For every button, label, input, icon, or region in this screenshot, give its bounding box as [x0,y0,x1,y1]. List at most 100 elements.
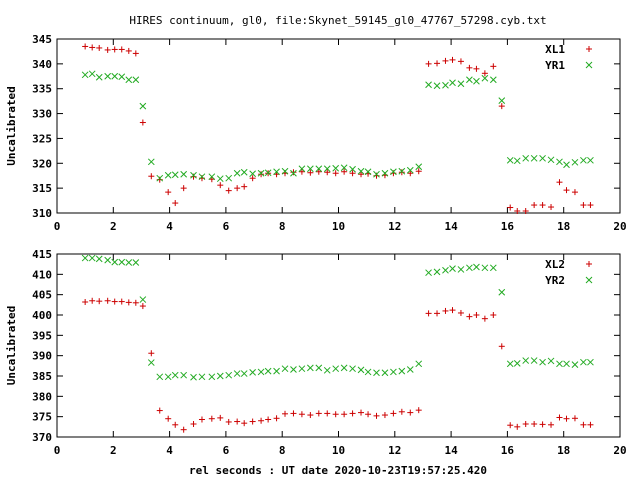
data-point [498,97,506,104]
data-point [364,368,372,376]
data-point [118,258,126,266]
data-point [390,368,397,376]
data-point [580,421,587,428]
data-point [96,44,103,51]
data-point [398,169,405,176]
data-point [473,65,480,72]
bottom-panel: 0 2 4 6 8 10 12 14 16 18 20 370 375 380 385 390 395 400 40… [5,248,627,457]
data-point [357,366,365,374]
y-tick-label: 315 [32,182,52,195]
data-point [556,360,563,368]
x-tick-label: 16 [501,444,515,457]
x-tick-label: 2 [110,220,117,233]
data-point [217,182,224,189]
data-point [249,368,256,376]
data-point [225,174,233,182]
data-point [415,168,422,175]
plot-frame [56,38,621,214]
data-point [217,414,224,421]
data-point [257,368,265,376]
data-point [349,170,356,177]
data-point [481,74,489,82]
data-point [216,175,224,183]
data-point [332,170,339,177]
data-point [208,415,215,422]
y-tick-label: 415 [32,248,52,261]
data-point [457,80,465,88]
data-point [306,165,314,173]
x-tick-label: 18 [557,444,570,457]
data-point [373,170,380,178]
data-point [307,169,314,176]
data-point [425,60,432,67]
data-point [156,174,164,182]
data-point [118,298,125,305]
data-point [433,268,441,276]
data-point [415,163,423,171]
data-point [490,63,497,70]
legend-label-xl2: XL2 [545,258,565,271]
data-point [290,169,297,177]
data-point [164,171,172,179]
data-point [415,360,423,368]
data-point [539,358,546,366]
y-tick-label: 410 [32,268,52,281]
series-yr2 [81,254,594,381]
data-point [89,44,96,51]
data-point [240,370,248,377]
data-point [434,60,441,67]
data-point [264,367,272,375]
data-point [315,410,322,417]
data-point [298,411,305,418]
data-point [332,164,340,172]
data-point [264,169,272,177]
data-point [507,422,514,429]
data-point [381,169,389,177]
data-point [466,64,473,71]
data-point [315,364,323,372]
data-point [433,82,441,90]
data-point [365,411,372,418]
data-point [147,158,155,166]
data-point [273,415,280,422]
data-point [481,264,489,272]
data-point [180,185,187,192]
data-point [407,409,414,416]
legend-marker-yr2 [585,276,593,284]
y-tick-label: 340 [32,58,52,71]
data-point [539,154,546,162]
data-point [104,72,112,80]
data-point [282,410,289,417]
data-point [449,79,456,87]
data-point [190,420,197,427]
data-point [587,358,594,366]
y-tick-label: 395 [32,329,52,342]
data-point [580,358,587,366]
data-point [457,58,464,65]
data-point [125,299,132,306]
data-point [118,46,125,53]
y-tick-label: 380 [32,390,52,403]
data-point [190,373,197,381]
data-point [111,298,118,305]
x-tick-label: 0 [54,444,61,457]
data-point [156,373,164,381]
data-point [349,365,356,373]
data-point [481,315,488,322]
data-point [249,418,256,425]
data-point [563,415,570,422]
y-tick-label: 400 [32,309,52,322]
data-point [473,77,480,85]
data-point [473,263,480,271]
data-point [265,416,272,423]
x-tick-label: 10 [332,220,345,233]
data-point [587,156,594,164]
data-point [398,408,405,415]
data-point [563,360,570,368]
data-point [165,415,172,422]
data-point [132,299,139,306]
data-point [234,418,241,425]
data-point [225,418,232,425]
data-point [198,373,206,381]
legend-label-xl1: XL1 [545,43,565,56]
